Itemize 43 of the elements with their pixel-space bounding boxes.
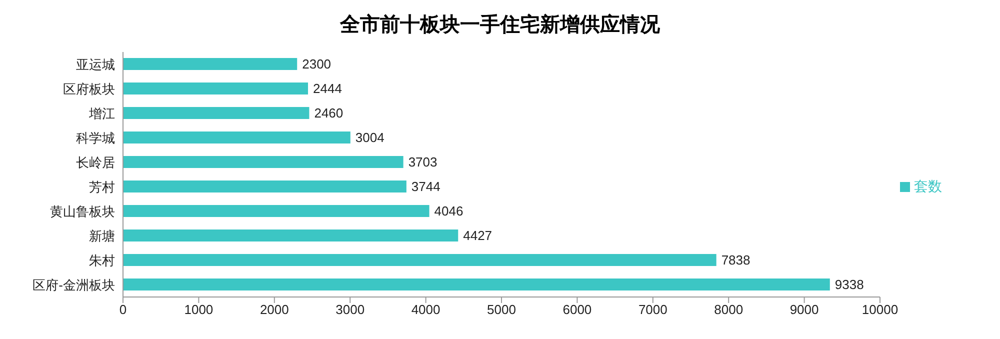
x-tick-label: 10000: [862, 302, 898, 318]
y-tick-label: 朱村: [89, 252, 115, 268]
x-tick-label: 4000: [411, 302, 440, 318]
x-tick-label: 8000: [714, 302, 744, 318]
x-tick-label: 1000: [184, 302, 214, 318]
bar: [123, 180, 406, 192]
y-tick-label: 区府板块: [63, 81, 115, 96]
bar: [123, 205, 430, 217]
bar: [123, 58, 298, 70]
bar: [123, 132, 350, 144]
bar: [123, 107, 310, 119]
y-tick-label: 科学城: [76, 130, 115, 146]
bar: [123, 156, 404, 168]
y-tick-label: 增江: [88, 106, 115, 121]
y-tick-label: 区府-金洲板块: [32, 277, 115, 292]
legend-label: 套数: [914, 178, 942, 194]
x-tick-label: 5000: [487, 302, 516, 318]
x-tick-label: 9000: [790, 302, 819, 318]
data-label: 7838: [721, 252, 750, 268]
y-tick-label: 黄山鲁板块: [50, 204, 115, 219]
x-tick-label: 3000: [336, 302, 365, 318]
data-label: 4046: [434, 204, 464, 219]
x-tick-label: 2000: [260, 302, 289, 318]
data-label: 3004: [355, 130, 384, 146]
y-tick-label: 亚运城: [76, 56, 115, 72]
bar: [123, 278, 830, 290]
chart-title: 全市前十板块一手住宅新增供应情况: [338, 12, 661, 38]
data-label: 9338: [834, 277, 864, 292]
x-tick-label: 0: [119, 302, 127, 318]
data-label: 4427: [463, 228, 492, 244]
bar: [123, 82, 308, 94]
data-label: 2444: [313, 81, 342, 96]
y-tick-label: 长岭居: [76, 154, 115, 170]
bar: [123, 254, 716, 266]
x-tick-label: 7000: [638, 302, 668, 318]
data-label: 3744: [411, 179, 440, 194]
data-label: 2300: [302, 56, 332, 72]
data-label: 2460: [314, 106, 344, 121]
bar: [123, 230, 458, 242]
y-tick-label: 芳村: [89, 179, 115, 194]
y-tick-label: 新塘: [89, 228, 115, 244]
x-tick-label: 6000: [562, 302, 592, 318]
data-label: 3703: [408, 154, 438, 170]
